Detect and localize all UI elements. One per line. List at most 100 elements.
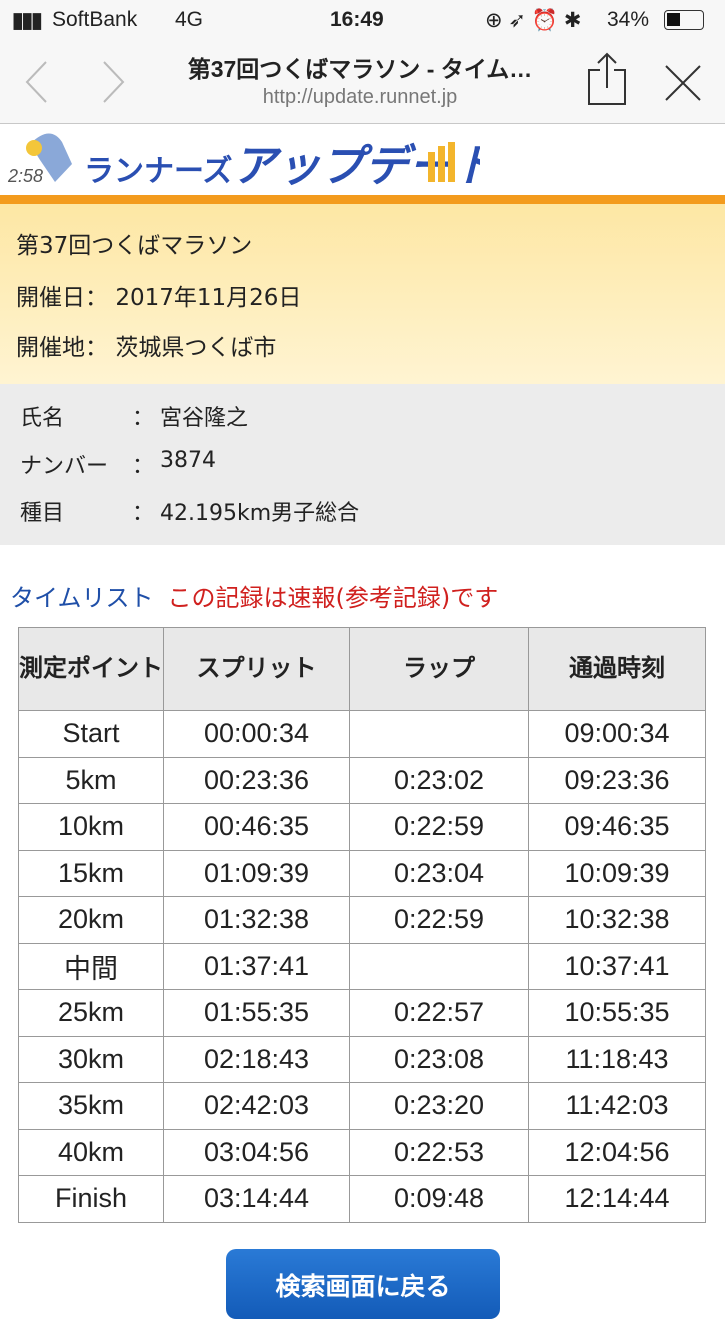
point-cell: 30km bbox=[18, 1035, 164, 1083]
time-cell: 09:23:36 bbox=[528, 756, 706, 804]
time-cell: 12:04:56 bbox=[528, 1128, 706, 1176]
time-cell: 11:18:43 bbox=[528, 1035, 706, 1083]
point-cell: 40km bbox=[18, 1128, 164, 1176]
point-cell: 中間 bbox=[18, 942, 164, 990]
table-row: 10km 00:46:35 0:22:59 09:46:35 bbox=[18, 803, 706, 851]
point-cell: 20km bbox=[18, 896, 164, 944]
date-value: 2017年11月26日 bbox=[115, 285, 302, 311]
carrier: SoftBank bbox=[52, 8, 138, 31]
lap-cell: 0:09:48 bbox=[349, 1175, 529, 1223]
status-icons: ⊕ ➶ ⏰ ✱ bbox=[485, 9, 582, 32]
place-value: 茨城県つくば市 bbox=[115, 335, 277, 361]
lap-cell: 0:23:04 bbox=[349, 849, 529, 897]
table-row: 30km 02:18:43 0:23:08 11:18:43 bbox=[18, 1035, 706, 1083]
value: 42.195km男子総合 bbox=[160, 501, 360, 526]
accent-bar bbox=[0, 195, 725, 204]
lap-cell: 0:23:08 bbox=[349, 1035, 529, 1083]
col-lap: ラップ bbox=[349, 627, 529, 711]
split-cell: 01:32:38 bbox=[163, 896, 350, 944]
point-cell: Finish bbox=[18, 1175, 164, 1223]
table-row: Finish 03:14:44 0:09:48 12:14:44 bbox=[18, 1175, 706, 1223]
split-cell: 03:04:56 bbox=[163, 1128, 350, 1176]
clock: 16:49 bbox=[330, 8, 384, 31]
date-label: 開催日： bbox=[16, 285, 108, 311]
split-cell: 01:09:39 bbox=[163, 849, 350, 897]
lap-cell: 0:22:59 bbox=[349, 896, 529, 944]
time-cell: 10:55:35 bbox=[528, 989, 706, 1037]
table-row: Start 00:00:34 09:00:34 bbox=[18, 710, 706, 758]
timelist-heading: タイムリスト この記録は速報(参考記録)です bbox=[10, 578, 498, 613]
time-cell: 11:42:03 bbox=[528, 1082, 706, 1130]
value: 3874 bbox=[160, 448, 216, 473]
close-icon[interactable] bbox=[664, 64, 702, 102]
preliminary-notice: この記録は速報(参考記録)です bbox=[167, 584, 499, 612]
forward-icon[interactable] bbox=[102, 60, 126, 104]
runner-info: 氏名：宮谷隆之 ナンバー： 3874 種目： 42.195km男子総合 bbox=[0, 384, 725, 545]
lap-cell: 0:23:02 bbox=[349, 756, 529, 804]
col-passing-time: 通過時刻 bbox=[528, 627, 706, 711]
table-row: 5km 00:23:36 0:23:02 09:23:36 bbox=[18, 756, 706, 804]
split-cell: 00:46:35 bbox=[163, 803, 350, 851]
time-cell: 09:46:35 bbox=[528, 803, 706, 851]
point-cell: 10km bbox=[18, 803, 164, 851]
table-row: 40km 03:04:56 0:22:53 12:04:56 bbox=[18, 1128, 706, 1176]
table-row: 中間 01:37:41 10:37:41 bbox=[18, 942, 706, 990]
time-cell: 10:37:41 bbox=[528, 942, 706, 990]
point-cell: 15km bbox=[18, 849, 164, 897]
event-date: 開催日： 2017年11月26日 bbox=[16, 278, 301, 312]
battery-icon bbox=[664, 10, 704, 30]
network: 4G bbox=[175, 8, 204, 31]
time-cell: 10:09:39 bbox=[528, 849, 706, 897]
table-row: 15km 01:09:39 0:23:04 10:09:39 bbox=[18, 849, 706, 897]
page-url[interactable]: http://update.runnet.jp bbox=[262, 86, 458, 108]
split-cell: 00:23:36 bbox=[163, 756, 350, 804]
back-to-search-button[interactable]: 検索画面に戻る bbox=[226, 1249, 500, 1319]
split-cell: 01:37:41 bbox=[163, 942, 350, 990]
event-name: 第37回つくばマラソン bbox=[16, 233, 253, 259]
lap-cell: 0:22:57 bbox=[349, 989, 529, 1037]
time-cell: 12:14:44 bbox=[528, 1175, 706, 1223]
logo-badge: 2:58 bbox=[7, 166, 43, 186]
lap-cell: 0:22:53 bbox=[349, 1128, 529, 1176]
point-cell: 25km bbox=[18, 989, 164, 1037]
split-cell: 01:55:35 bbox=[163, 989, 350, 1037]
label: ナンバー bbox=[20, 454, 109, 479]
lap-cell: 0:23:20 bbox=[349, 1082, 529, 1130]
lap-cell: 0:22:59 bbox=[349, 803, 529, 851]
lap-cell bbox=[349, 942, 529, 990]
runners-update-logo[interactable]: 2:58 ランナーズアップデート bbox=[0, 124, 725, 196]
event-info: 第37回つくばマラソン 開催日： 2017年11月26日 開催地： 茨城県つくば… bbox=[0, 204, 725, 384]
back-icon[interactable] bbox=[24, 60, 48, 104]
time-cell: 09:00:34 bbox=[528, 710, 706, 758]
split-cell: 02:42:03 bbox=[163, 1082, 350, 1130]
svg-text:ランナーズアップデート: ランナーズアップデート bbox=[84, 141, 480, 192]
table-row: 35km 02:42:03 0:23:20 11:42:03 bbox=[18, 1082, 706, 1130]
logo-image: 2:58 ランナーズアップデート bbox=[7, 133, 497, 192]
timelist-title: タイムリスト bbox=[10, 584, 154, 612]
value: 宮谷隆之 bbox=[160, 406, 249, 431]
point-cell: 5km bbox=[18, 756, 164, 804]
share-icon[interactable] bbox=[586, 52, 628, 106]
split-cell: 00:00:34 bbox=[163, 710, 350, 758]
table-header: 測定ポイント スプリット ラップ 通過時刻 bbox=[18, 627, 706, 711]
split-cell: 02:18:43 bbox=[163, 1035, 350, 1083]
col-point: 測定ポイント bbox=[18, 627, 164, 711]
label: 種目 bbox=[20, 501, 65, 526]
status-bar: ▮▮▮ SoftBank 4G 16:49 ⊕ ➶ ⏰ ✱ 34% bbox=[0, 0, 725, 40]
table-row: 25km 01:55:35 0:22:57 10:55:35 bbox=[18, 989, 706, 1037]
col-split: スプリット bbox=[163, 627, 350, 711]
lap-cell bbox=[349, 710, 529, 758]
table-row: 20km 01:32:38 0:22:59 10:32:38 bbox=[18, 896, 706, 944]
time-cell: 10:32:38 bbox=[528, 896, 706, 944]
split-cell: 03:14:44 bbox=[163, 1175, 350, 1223]
event-place: 開催地： 茨城県つくば市 bbox=[16, 328, 276, 362]
split-table: 測定ポイント スプリット ラップ 通過時刻 Start 00:00:34 09:00… bbox=[18, 627, 706, 1223]
label: 氏名 bbox=[20, 406, 65, 431]
page-title: 第37回つくばマラソン - タイム… bbox=[187, 56, 533, 82]
point-cell: Start bbox=[18, 710, 164, 758]
signal-icon: ▮▮▮ bbox=[12, 9, 43, 32]
battery-percent: 34% bbox=[607, 8, 650, 31]
point-cell: 35km bbox=[18, 1082, 164, 1130]
browser-nav: 第37回つくばマラソン - タイム… http://update.runnet.… bbox=[0, 40, 725, 124]
place-label: 開催地： bbox=[16, 335, 108, 361]
